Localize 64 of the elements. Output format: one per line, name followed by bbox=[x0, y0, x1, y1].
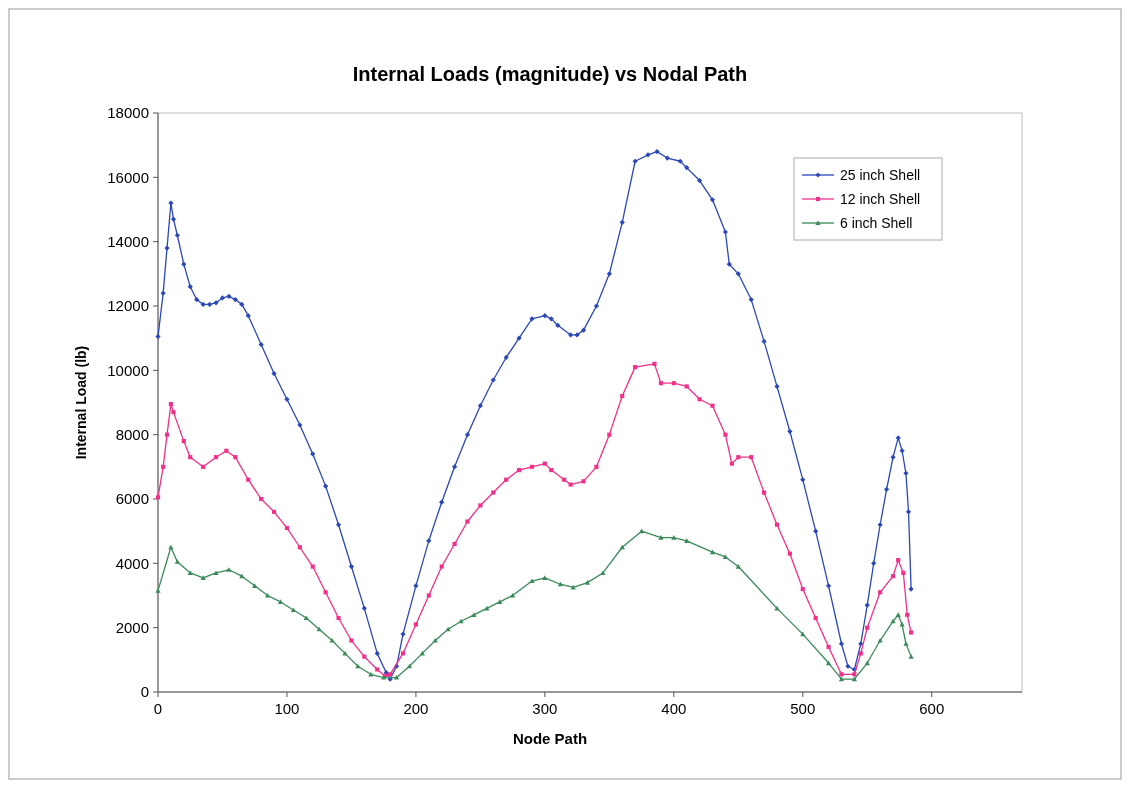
point bbox=[471, 612, 477, 617]
y-tick-label: 10000 bbox=[107, 361, 149, 379]
chart-title: Internal Loads (magnitude) vs Nodal Path bbox=[352, 63, 748, 85]
y-tick-label: 0 bbox=[140, 683, 149, 701]
x-tick-label: 200 bbox=[403, 700, 429, 717]
point bbox=[709, 549, 716, 555]
x-tick-label: 500 bbox=[790, 700, 816, 717]
point bbox=[252, 583, 258, 588]
point bbox=[290, 607, 296, 613]
point bbox=[899, 621, 905, 627]
point bbox=[638, 528, 645, 534]
point bbox=[510, 592, 516, 598]
point bbox=[570, 584, 576, 590]
point bbox=[406, 663, 413, 669]
point bbox=[187, 570, 193, 576]
y-tick-label: 16000 bbox=[107, 168, 149, 186]
point bbox=[877, 637, 883, 643]
point bbox=[895, 612, 901, 617]
point bbox=[542, 575, 548, 580]
point bbox=[890, 618, 896, 624]
point bbox=[584, 580, 591, 585]
point bbox=[529, 578, 535, 584]
x-tick-label: 100 bbox=[274, 700, 300, 717]
point bbox=[226, 567, 232, 572]
point bbox=[671, 535, 677, 540]
y-tick-label: 18000 bbox=[107, 104, 149, 122]
x-tick-label: 0 bbox=[153, 700, 163, 717]
x-tick-label: 400 bbox=[661, 700, 687, 717]
point bbox=[908, 654, 914, 659]
x-tick-label: 300 bbox=[532, 700, 558, 717]
point bbox=[497, 599, 503, 605]
legend-label: 25 inch Shell bbox=[840, 166, 921, 183]
y-tick-label: 2000 bbox=[115, 618, 149, 636]
point bbox=[600, 570, 606, 576]
x-tick-label: 600 bbox=[919, 700, 945, 717]
y-tick-label: 14000 bbox=[107, 232, 149, 250]
point bbox=[329, 637, 335, 643]
y-tick-label: 8000 bbox=[115, 425, 149, 443]
point bbox=[200, 575, 206, 580]
y-tick-label: 6000 bbox=[115, 490, 149, 508]
y-tick-label: 12000 bbox=[107, 297, 149, 315]
point bbox=[265, 592, 271, 598]
point bbox=[277, 599, 284, 605]
point bbox=[684, 538, 690, 543]
line-series bbox=[155, 528, 914, 682]
point bbox=[213, 570, 219, 576]
point bbox=[458, 618, 464, 624]
legend-label: 12 inch Shell bbox=[840, 190, 921, 207]
point bbox=[735, 563, 741, 569]
x-axis-title: Node Path bbox=[512, 730, 588, 747]
point bbox=[851, 676, 857, 682]
point bbox=[658, 535, 664, 540]
legend-label: 6 inch Shell bbox=[840, 214, 913, 231]
y-axis-title: Internal Load (lb) bbox=[73, 345, 89, 460]
point bbox=[155, 588, 161, 593]
point bbox=[722, 554, 728, 559]
point bbox=[303, 615, 309, 621]
point bbox=[903, 641, 909, 646]
point bbox=[432, 637, 438, 643]
y-tick-label: 4000 bbox=[115, 554, 149, 572]
point bbox=[838, 676, 845, 682]
point bbox=[825, 660, 832, 666]
point bbox=[393, 674, 400, 680]
point bbox=[174, 559, 180, 564]
